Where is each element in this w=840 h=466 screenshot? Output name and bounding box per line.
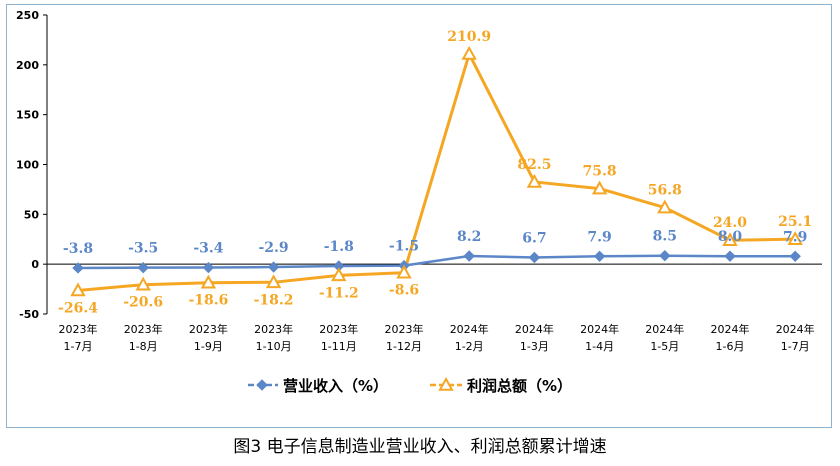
x-tick-label-period: 1-2月 — [455, 340, 484, 353]
profit-point — [787, 231, 803, 245]
profit-point — [722, 232, 738, 247]
profit-point — [657, 199, 673, 214]
x-tick-label-year: 2023年 — [319, 322, 358, 336]
revenue-point — [202, 261, 215, 274]
profit-point — [526, 173, 543, 188]
revenue-point — [137, 261, 149, 274]
profit-data-label: 25.1 — [778, 214, 812, 230]
profit-data-label: 75.8 — [583, 164, 617, 180]
profit-data-label: -26.4 — [58, 300, 98, 316]
chart: -50 0 50 100 150 200 250 2023年 1-7月 2023年 1-8月 2023… — [16, 9, 822, 395]
x-tick-label-year: 2023年 — [124, 322, 163, 336]
revenue-point — [528, 251, 541, 264]
revenue-data-label: 8.2 — [457, 229, 481, 245]
revenue-data-label: 7.9 — [587, 229, 611, 245]
x-tick-label-period: 1-12月 — [386, 340, 422, 353]
x-tick-label-year: 2024年 — [645, 322, 684, 336]
revenue-point — [789, 250, 801, 263]
profit-data-label: 56.8 — [648, 183, 682, 199]
revenue-data-label: 6.7 — [522, 230, 546, 246]
revenue-data-label: -3.8 — [63, 241, 93, 257]
x-tick-label-period: 1-5月 — [650, 340, 679, 353]
x-tick-label-period: 1-11月 — [321, 340, 357, 353]
x-tick-label-period: 1-4月 — [585, 340, 614, 353]
x-tick-label-year: 2024年 — [776, 322, 815, 336]
profit-point — [200, 274, 217, 289]
profit-point — [265, 274, 282, 289]
legend-revenue-marker — [256, 379, 268, 391]
x-tick-label-period: 1-8月 — [129, 340, 158, 353]
x-tick-label-year: 2024年 — [711, 322, 750, 336]
profit-point — [331, 267, 347, 282]
y-tick-label: 0 — [31, 258, 39, 271]
revenue-point — [724, 250, 736, 262]
profit-data-label: -18.6 — [188, 293, 228, 309]
x-tick-label-period: 1-6月 — [716, 340, 745, 353]
y-tick-label: 50 — [24, 208, 40, 221]
profit-data-label: -11.2 — [319, 285, 359, 301]
series-line-profit — [77, 52, 796, 292]
x-tick-label-period: 1-10月 — [256, 340, 292, 353]
x-tick-label-period: 1-9月 — [194, 340, 223, 353]
x-tick-label-year: 2024年 — [580, 322, 619, 336]
y-tick-label: -50 — [19, 308, 39, 321]
y-tick-label: 150 — [16, 109, 39, 122]
profit-point — [70, 282, 86, 297]
profit-data-label: 82.5 — [517, 157, 551, 173]
x-tick-label-year: 2023年 — [254, 322, 293, 336]
revenue-data-label: -1.8 — [324, 239, 354, 255]
revenue-data-label: 7.9 — [783, 229, 807, 245]
x-tick-label-period: 1-3月 — [520, 340, 549, 353]
revenue-data-label: 8.0 — [718, 229, 743, 245]
profit-point — [591, 180, 608, 195]
x-tick-label-period: 1-7月 — [64, 340, 93, 353]
legend-revenue-label: 营业收入（%） — [283, 377, 388, 395]
revenue-data-label: -3.4 — [193, 241, 223, 257]
x-tick-label-year: 2023年 — [189, 322, 228, 336]
chart-frame — [6, 4, 832, 428]
x-tick-label-year: 2023年 — [59, 322, 98, 336]
profit-data-label: -18.2 — [254, 292, 294, 308]
legend-profit-marker — [438, 376, 454, 391]
revenue-data-label: 8.5 — [653, 229, 677, 245]
revenue-data-label: -3.5 — [128, 241, 158, 257]
x-tick-label-period: 1-7月 — [781, 340, 810, 353]
x-tick-label-year: 2023年 — [385, 322, 424, 336]
revenue-point — [267, 261, 280, 273]
profit-data-label: -8.6 — [389, 283, 419, 299]
profit-point — [461, 45, 477, 60]
revenue-point — [659, 249, 671, 262]
revenue-data-label: -1.5 — [389, 239, 419, 255]
legend-profit-label: 利润总额（%） — [467, 377, 572, 395]
x-tick-label-year: 2024年 — [515, 322, 554, 336]
figure-caption: 图3 电子信息制造业营业收入、利润总额累计增速 — [233, 437, 607, 457]
revenue-point — [593, 250, 606, 263]
revenue-point — [463, 250, 475, 262]
y-tick-label: 200 — [16, 59, 39, 72]
y-tick-label: 100 — [16, 159, 39, 172]
profit-point — [396, 264, 412, 279]
profit-data-label: -20.6 — [123, 295, 163, 311]
x-tick-label-year: 2024年 — [450, 322, 489, 336]
revenue-data-label: -2.9 — [259, 240, 289, 256]
profit-data-label: 24.0 — [713, 215, 747, 231]
y-tick-label: 250 — [16, 9, 39, 22]
profit-data-label: 210.9 — [447, 29, 491, 45]
profit-point — [135, 276, 151, 291]
series-line-revenue — [77, 254, 796, 270]
revenue-point — [72, 262, 84, 274]
